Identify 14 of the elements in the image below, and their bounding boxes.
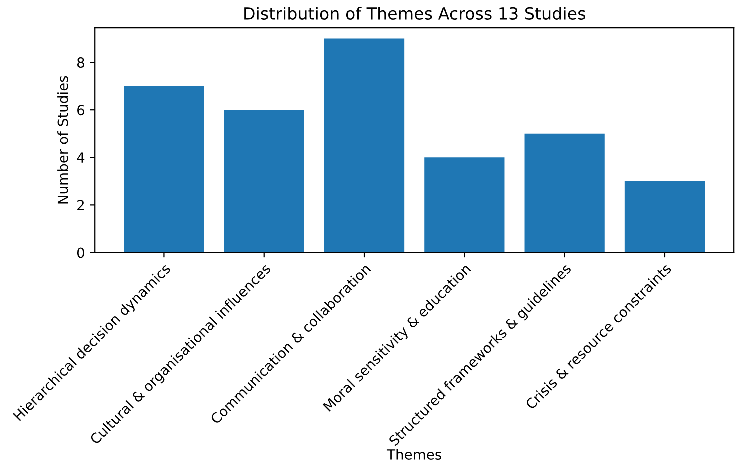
chart-title: Distribution of Themes Across 13 Studies [244, 7, 586, 20]
y-tick-label: 4 [77, 152, 85, 163]
y-tick-label: 6 [78, 105, 85, 116]
bar [624, 181, 706, 253]
bar [524, 134, 605, 253]
bar [224, 110, 304, 253]
y-tick-label: 8 [77, 58, 84, 68]
y-tick-label: 0 [77, 248, 84, 258]
bar [124, 86, 204, 253]
bar [424, 158, 505, 253]
x-axis-title: Themes [386, 449, 442, 460]
bar [324, 38, 405, 253]
y-tick-label: 2 [78, 200, 84, 210]
y-axis-title: Number of Studies [58, 76, 68, 204]
